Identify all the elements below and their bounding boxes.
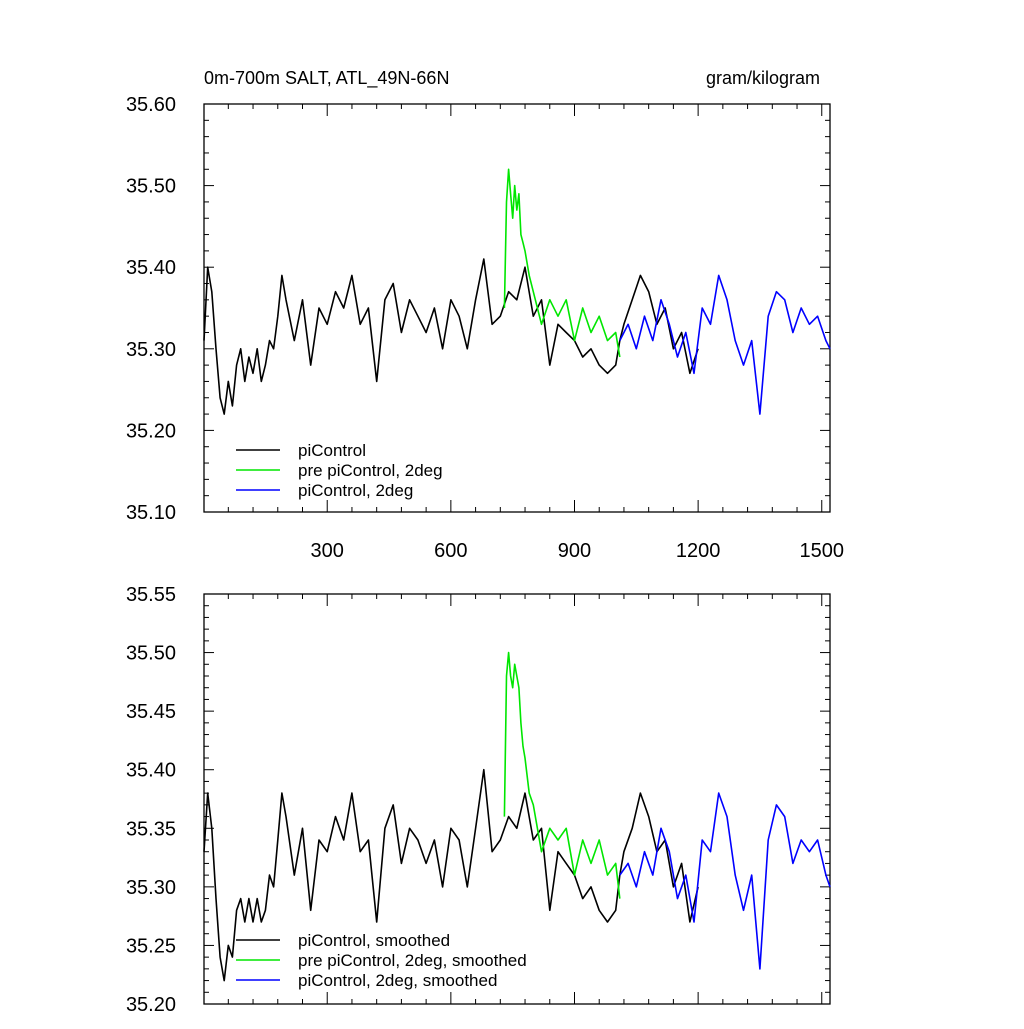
- top-plot-frame: [203, 103, 831, 513]
- top-ytick-label: 35.10: [126, 502, 176, 524]
- top-legend-label: piControl: [298, 441, 366, 460]
- chart-title: 0m-700m SALT, ATL_49N-66N: [204, 68, 449, 89]
- bottom-ytick-label: 35.45: [126, 701, 176, 723]
- top-xtick-label: 1500: [800, 540, 845, 562]
- top-legend-label: piControl, 2deg: [298, 481, 413, 500]
- top-legend-label: pre piControl, 2deg: [298, 461, 443, 480]
- top-xtick-label: 1200: [676, 540, 721, 562]
- bottom-legend-label: pre piControl, 2deg, smoothed: [298, 951, 527, 970]
- top-ytick-label: 35.50: [126, 176, 176, 198]
- top-xtick-label: 300: [311, 540, 344, 562]
- bottom-ytick-label: 35.40: [126, 760, 176, 782]
- units-label: gram/kilogram: [706, 68, 820, 88]
- top-ytick-label: 35.60: [126, 94, 176, 116]
- bottom-series-line-2: [619, 792, 831, 970]
- top-ytick-label: 35.20: [126, 420, 176, 442]
- bottom-legend-label: piControl, smoothed: [298, 931, 450, 950]
- bottom-series-line-0: [203, 768, 699, 982]
- top-series-line-2: [619, 274, 831, 415]
- bottom-ytick-label: 35.55: [126, 584, 176, 606]
- top-series-line-0: [203, 258, 699, 415]
- bottom-ytick-label: 35.25: [126, 935, 176, 957]
- bottom-ytick-label: 35.50: [126, 643, 176, 665]
- bottom-ytick-label: 35.35: [126, 818, 176, 840]
- bottom-legend-label: piControl, 2deg, smoothed: [298, 971, 497, 990]
- top-series-line-1: [503, 168, 621, 358]
- top-plot-area: 35.10 35.20 35.30 35.40 35.50 35.60 300 600 900 1…: [126, 94, 844, 562]
- top-xtick-label: 900: [558, 540, 591, 562]
- top-xtick-label: 600: [434, 540, 467, 562]
- top-ytick-label: 35.40: [126, 257, 176, 279]
- top-ytick-label: 35.30: [126, 339, 176, 361]
- bottom-series-line-1: [503, 651, 621, 899]
- bottom-ytick-label: 35.30: [126, 877, 176, 899]
- bottom-ytick-label: 35.20: [126, 994, 176, 1016]
- bottom-plot-area: 35.20 35.25 35.30 35.35 35.40 35.45 35.50 35.55…: [126, 584, 831, 1016]
- bottom-plot-frame: [203, 593, 831, 1005]
